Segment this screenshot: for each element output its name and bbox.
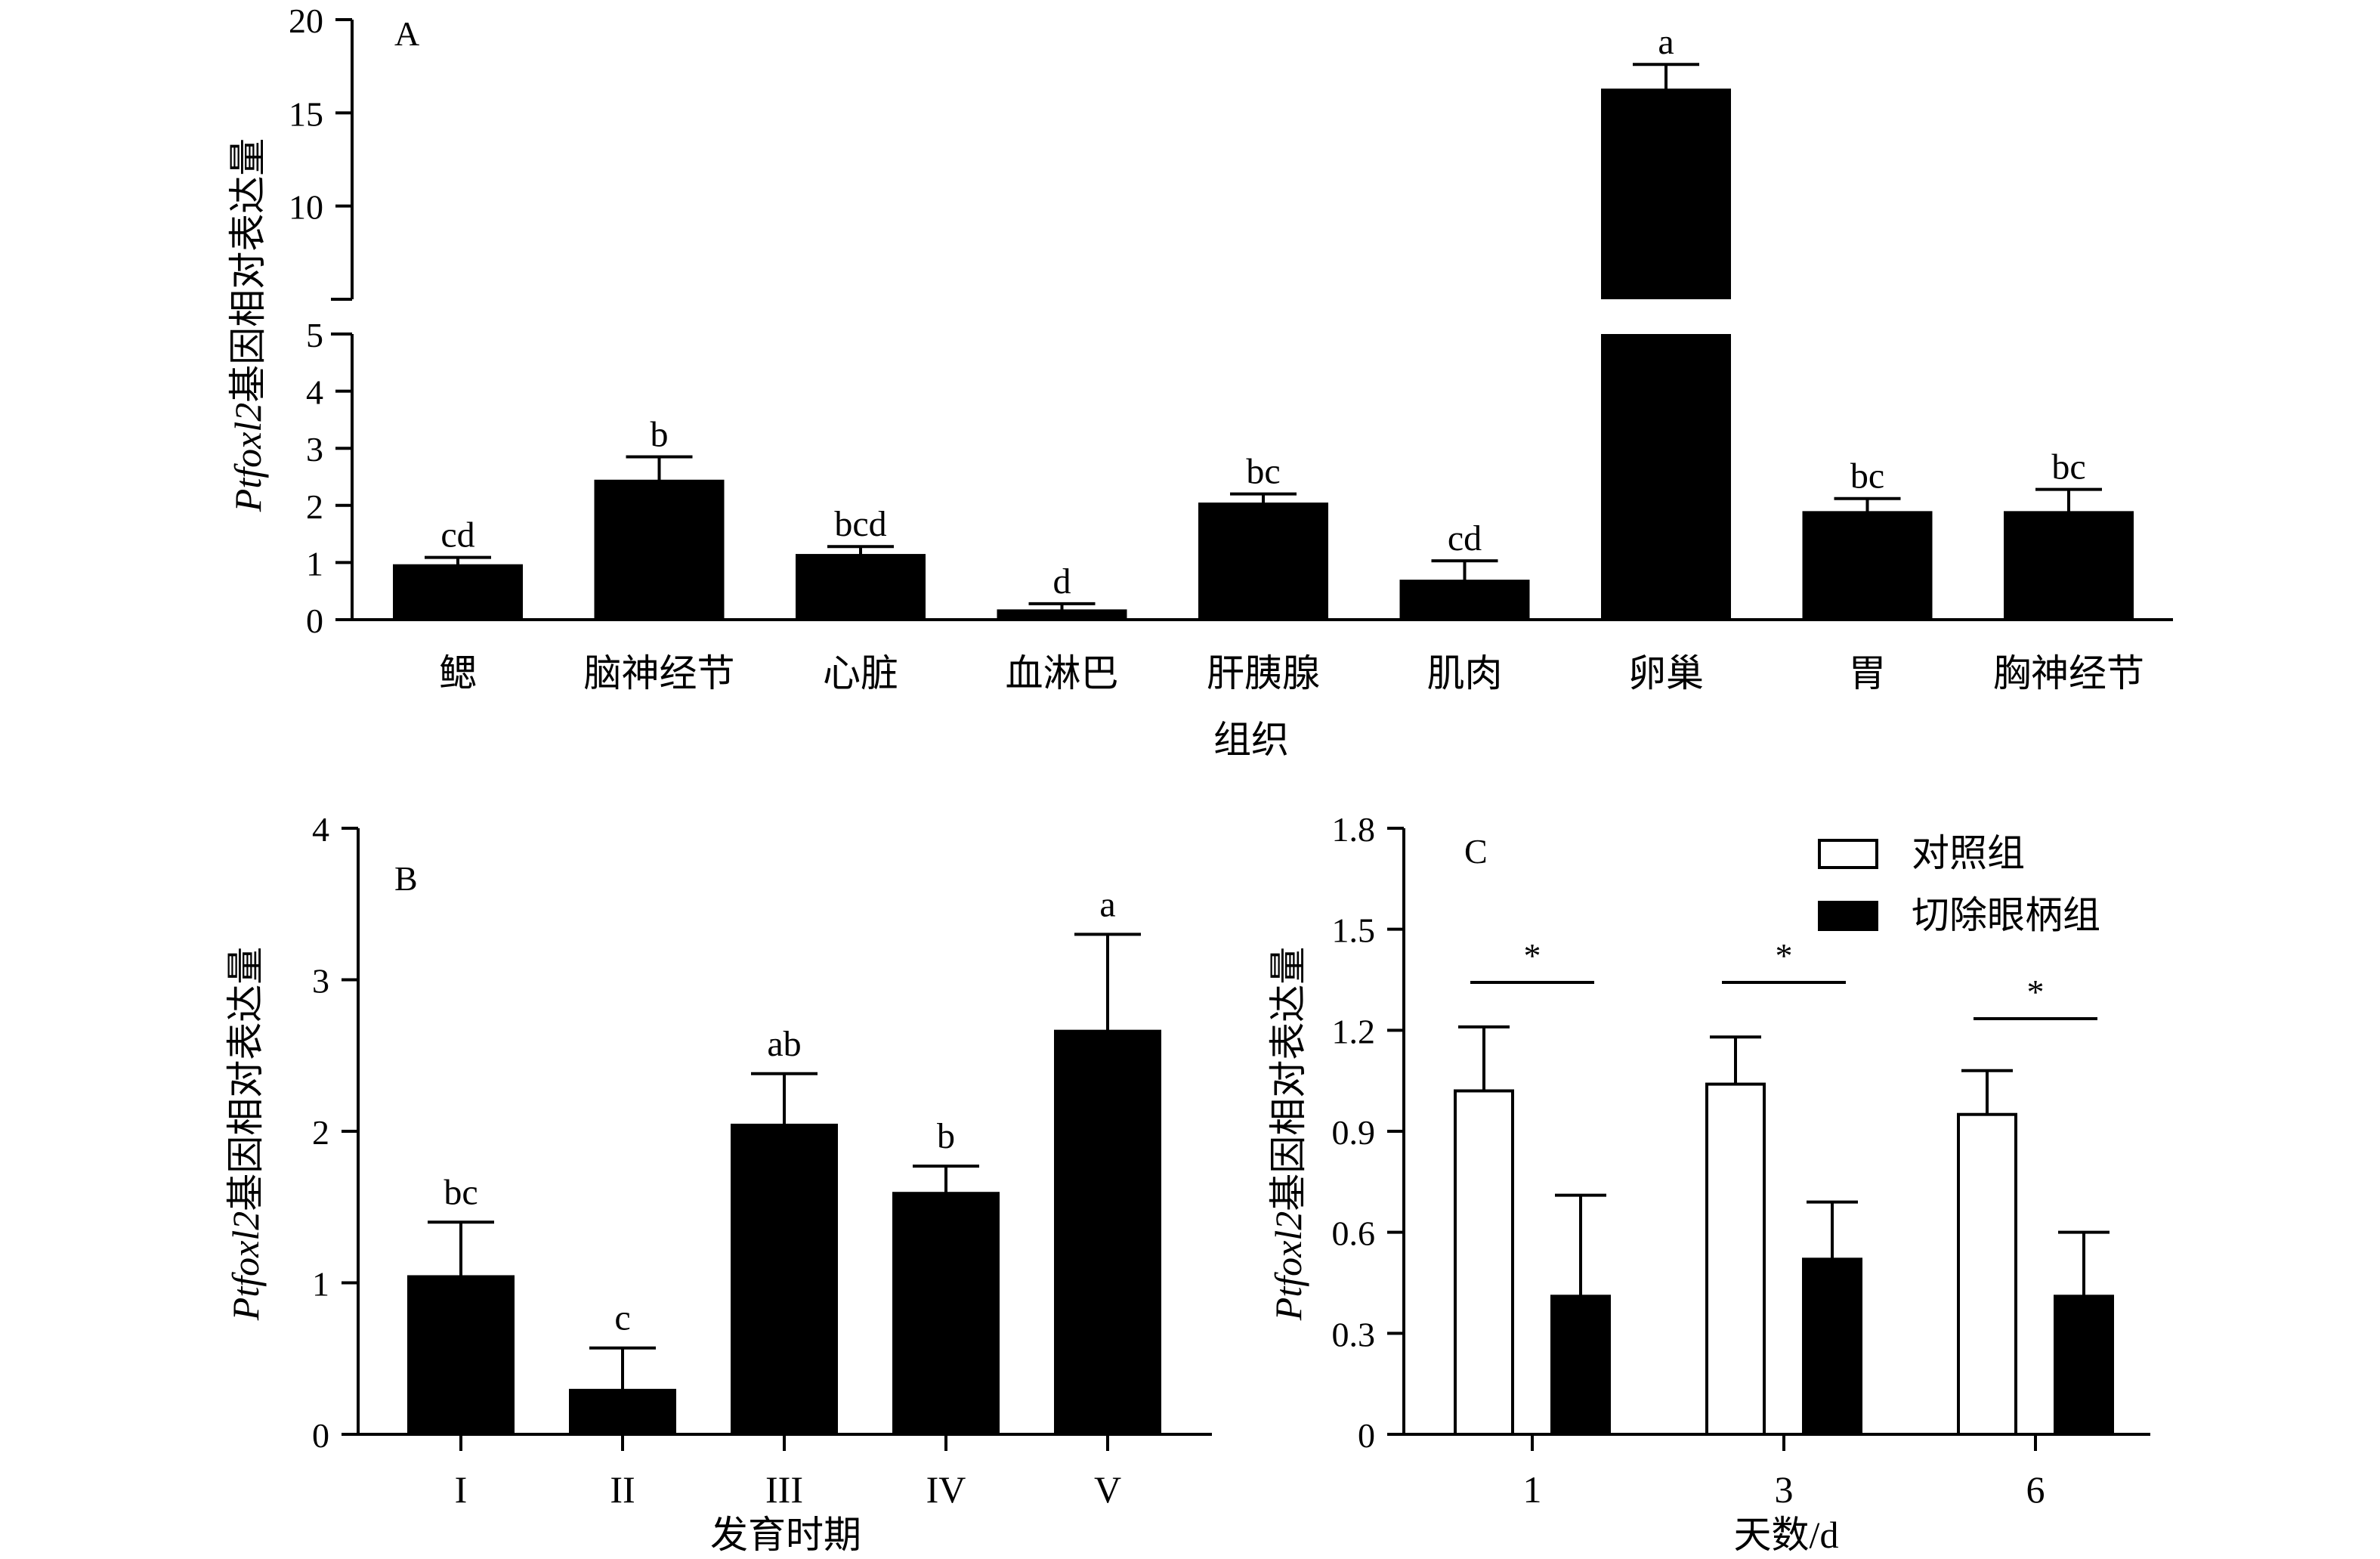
bar: [594, 479, 725, 620]
y-axis-label-gene: Ptfoxl2: [227, 403, 269, 512]
y-tick-label: 0: [312, 1416, 329, 1455]
bar-eyestalk-ablation: [1550, 1295, 1611, 1437]
legend-label: 对照组: [1912, 832, 2025, 874]
x-tick-label: II: [610, 1468, 635, 1511]
y-tick-label: 1.2: [1332, 1012, 1376, 1050]
x-axis-label: 组织: [1213, 719, 1289, 761]
x-tick-label: 血淋巴: [1006, 652, 1119, 694]
bar: [407, 1275, 515, 1434]
x-tick-label: 卵巢: [1628, 652, 1704, 694]
legend-label: 切除眼柄组: [1912, 894, 2100, 936]
significance-label: bcd: [834, 504, 886, 544]
bar: [393, 564, 523, 620]
panel-b-chart: 0 1 2 3 4 bc Ic II ab III b IV a V 发育时期 B Ptfoxl2基因相对表达量: [224, 810, 1212, 1556]
bar: [1198, 503, 1328, 620]
x-tick-label: 6: [2026, 1468, 2045, 1511]
x-tick-label: 心脏: [823, 652, 898, 694]
bar: [796, 554, 926, 620]
bar-upper-part: [1601, 88, 1731, 300]
bar: [997, 609, 1127, 620]
significance-label: a: [1658, 22, 1674, 62]
y-axis-label: Ptfoxl2基因相对表达量: [224, 947, 267, 1321]
panel-label: A: [394, 14, 419, 53]
significance-label: *: [1776, 936, 1793, 975]
x-tick-label: 胃: [1849, 652, 1887, 694]
significance-label: *: [1524, 936, 1541, 975]
x-tick-label: 肌肉: [1427, 652, 1503, 694]
x-axis-label: 发育时期: [710, 1514, 861, 1556]
bar-eyestalk-ablation: [2054, 1295, 2114, 1437]
y-axis-label-text: 基因相对表达量: [227, 138, 269, 403]
y-tick-label: 3: [306, 430, 323, 469]
y-axis-label: Ptfoxl2基因相对表达量: [227, 138, 269, 512]
panel-label: C: [1464, 832, 1488, 871]
y-tick-label: 2: [312, 1113, 329, 1152]
bar: [1399, 580, 1530, 620]
x-tick-label: 鳃: [439, 652, 477, 694]
y-axis-label-text: 基因相对表达量: [224, 947, 267, 1211]
y-axis-label: Ptfoxl2基因相对表达量: [1267, 947, 1309, 1321]
significance-label: d: [1053, 561, 1071, 602]
y-tick-label: 1: [306, 544, 323, 583]
y-tick-label: 2: [306, 487, 323, 526]
significance-label: bc: [444, 1172, 478, 1212]
y-tick-label: 5: [306, 316, 323, 354]
y-tick-label: 10: [289, 188, 323, 227]
significance-label: bc: [1246, 452, 1280, 492]
x-tick-label: 脑神经节: [584, 652, 735, 694]
bar-control: [1454, 1089, 1514, 1436]
y-axis-label-gene: Ptfoxl2: [224, 1211, 267, 1321]
bar-control: [1957, 1112, 2017, 1436]
y-axis-label-gene: Ptfoxl2: [1267, 1211, 1309, 1321]
y-axis-label-text: 基因相对表达量: [1267, 947, 1309, 1211]
legend-swatch: [1818, 901, 1878, 931]
bar: [569, 1388, 676, 1434]
significance-label: b: [651, 415, 669, 455]
x-tick-label: 胸神经节: [1993, 652, 2144, 694]
x-tick-label: 肝胰腺: [1207, 652, 1320, 694]
y-tick-label: 3: [312, 962, 329, 1001]
x-tick-label: III: [765, 1468, 803, 1511]
bar: [2004, 511, 2134, 620]
significance-label: bc: [2051, 447, 2085, 487]
bar-lower-part: [1601, 334, 1731, 620]
x-tick-label: I: [455, 1468, 468, 1511]
legend-swatch: [1818, 839, 1878, 869]
panel-label: B: [394, 859, 418, 898]
y-tick-label: 0: [306, 602, 323, 640]
significance-label: a: [1099, 884, 1115, 924]
x-tick-label: V: [1094, 1468, 1121, 1511]
significance-label: cd: [1448, 518, 1482, 558]
y-tick-label: 20: [289, 2, 323, 40]
significance-label: bc: [1850, 456, 1884, 496]
y-tick-label: 1.8: [1332, 810, 1376, 849]
y-tick-label: 1: [312, 1265, 329, 1304]
y-tick-label: 0: [1358, 1416, 1375, 1455]
x-tick-label: IV: [926, 1468, 966, 1511]
significance-label: b: [937, 1116, 955, 1156]
y-tick-label: 15: [289, 94, 323, 133]
y-tick-label: 0.9: [1332, 1113, 1376, 1152]
bar: [892, 1192, 1000, 1434]
significance-label: ab: [767, 1024, 801, 1064]
y-tick-label: 4: [312, 810, 329, 849]
significance-label: c: [614, 1298, 630, 1338]
x-tick-label: 1: [1523, 1468, 1542, 1511]
bar: [731, 1123, 838, 1434]
y-tick-label: 1.5: [1332, 911, 1376, 950]
panel-a-chart: 0 1 2 3 4 5 10 15 20 cd 鳃 b 脑神经节 bcd 心脏 d 血淋巴 bc 肝胰腺 cd 肌肉 a 卵…: [227, 2, 2173, 761]
x-tick-label: 3: [1775, 1468, 1794, 1511]
bar: [1802, 511, 1933, 620]
y-tick-label: 0.6: [1332, 1214, 1376, 1253]
x-axis-label: 天数/d: [1734, 1514, 1839, 1556]
bar: [1054, 1029, 1161, 1434]
bar-control: [1705, 1082, 1766, 1436]
bar-eyestalk-ablation: [1802, 1257, 1862, 1437]
y-tick-label: 0.3: [1332, 1315, 1376, 1353]
significance-label: cd: [440, 515, 474, 555]
y-tick-label: 4: [306, 373, 323, 412]
significance-label: *: [2027, 973, 2045, 1011]
